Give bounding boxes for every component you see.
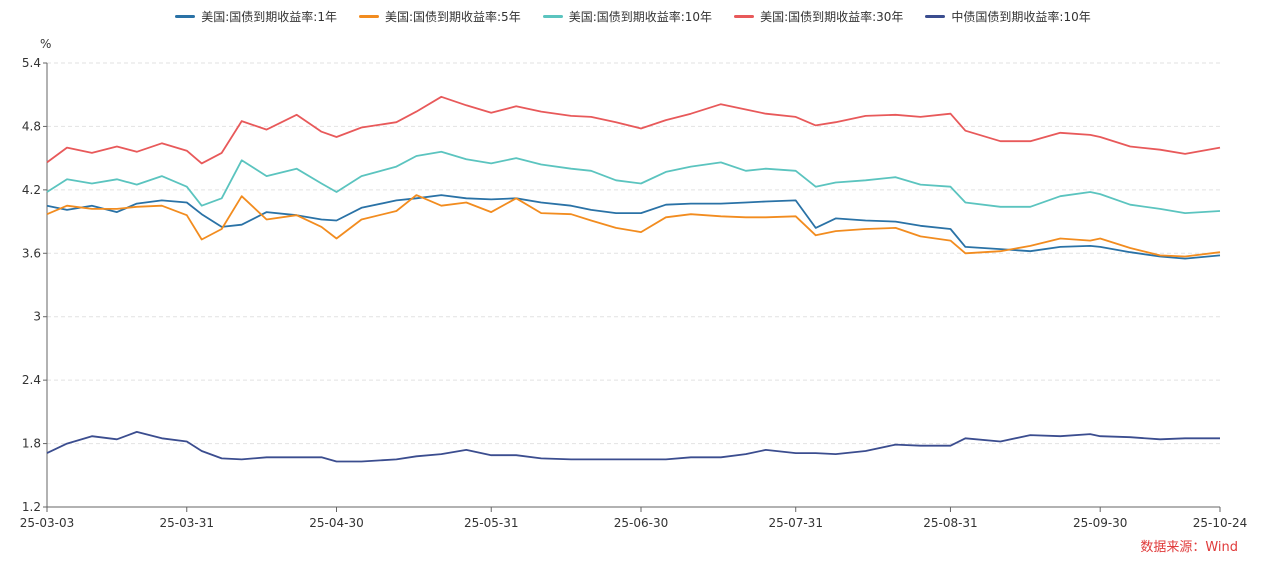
- series-line-1: [46, 194, 1221, 258]
- legend-item-0[interactable]: 美国:国债到期收益率:1年: [175, 8, 337, 25]
- x-tick-label: 25-09-30: [1073, 516, 1127, 530]
- y-tick-label: 4.8: [22, 119, 41, 133]
- y-tick-label: 5.4: [22, 56, 41, 70]
- x-tick-label: 25-08-31: [923, 516, 977, 530]
- series-line-4: [46, 430, 1220, 463]
- legend-swatch: [925, 15, 946, 18]
- legend-item-3[interactable]: 美国:国债到期收益率:30年: [734, 8, 903, 25]
- data-source-note: 数据来源：Wind: [1140, 540, 1238, 555]
- legend-label: 美国:国债到期收益率:1年: [201, 10, 337, 24]
- x-tick-label: 25-03-31: [160, 516, 214, 530]
- legend-swatch: [175, 15, 196, 18]
- x-tick-label: 25-03-03: [20, 516, 74, 530]
- x-tick-label: 25-07-31: [768, 516, 822, 530]
- legend-label: 美国:国债到期收益率:10年: [568, 10, 713, 24]
- legend-swatch: [542, 15, 563, 18]
- legend-item-1[interactable]: 美国:国债到期收益率:5年: [358, 8, 521, 25]
- legend-item-2[interactable]: 美国:国债到期收益率:10年: [542, 8, 713, 25]
- y-tick-label: 1.2: [22, 500, 41, 514]
- x-tick-label: 25-10-24: [1193, 516, 1247, 530]
- series-line-3: [46, 95, 1221, 165]
- x-tick-label: 25-05-31: [464, 516, 518, 530]
- legend-swatch: [358, 15, 379, 18]
- legend-label: 美国:国债到期收益率:30年: [760, 10, 904, 24]
- legend-label: 美国:国债到期收益率:5年: [384, 10, 521, 24]
- y-tick-label: 3: [33, 310, 41, 324]
- y-tick-label: 2.4: [22, 373, 41, 387]
- y-tick-label: 1.8: [22, 437, 41, 451]
- x-tick-label: 25-06-30: [614, 516, 668, 530]
- series-line-2: [46, 150, 1221, 215]
- legend-item-4[interactable]: 中债国债到期收益率:10年: [925, 8, 1091, 25]
- x-tick-label: 25-04-30: [309, 516, 363, 530]
- legend-swatch: [734, 15, 755, 18]
- y-tick-label: 4.2: [22, 183, 41, 197]
- legend-label: 中债国债到期收益率:10年: [951, 10, 1091, 24]
- chart-legend: 美国:国债到期收益率:1年 美国:国债到期收益率:5年 美国:国债到期收益率:10年…: [0, 8, 1266, 25]
- y-tick-label: 3.6: [22, 246, 41, 260]
- y-unit-label: %: [40, 37, 51, 51]
